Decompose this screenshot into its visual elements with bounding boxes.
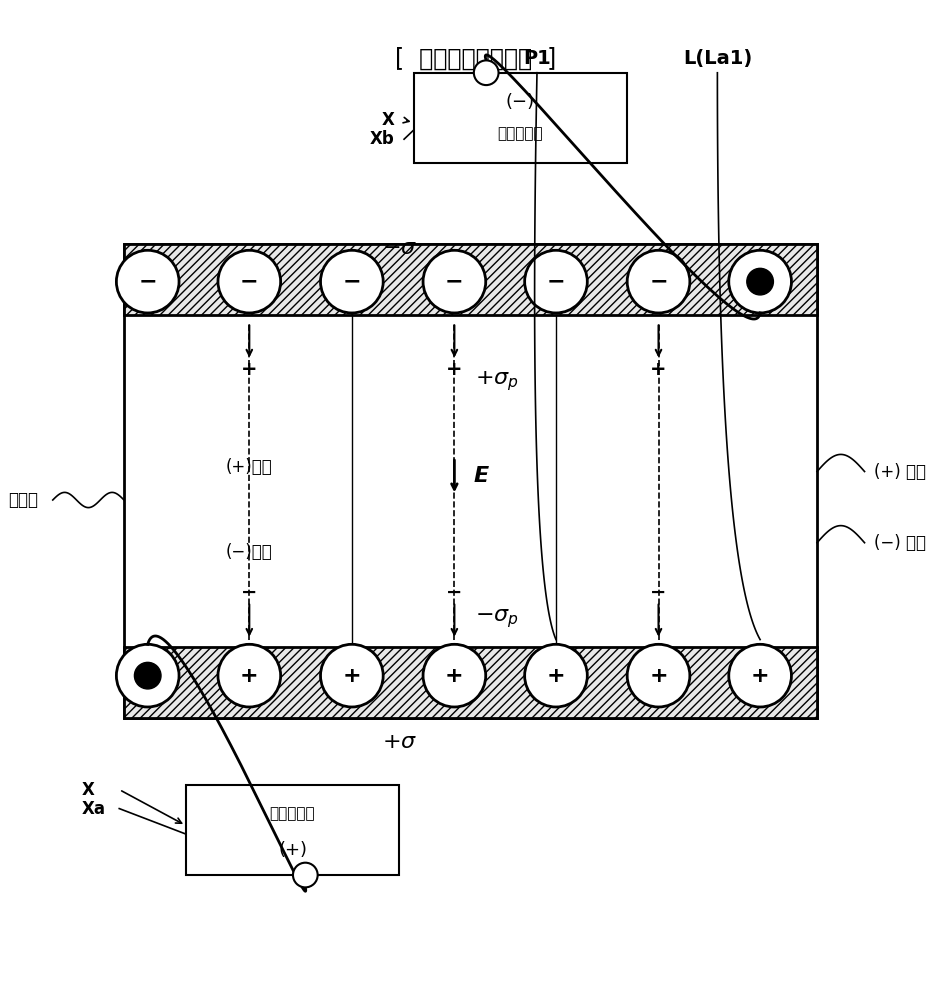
Text: 定电压电源: 定电压电源: [270, 806, 315, 821]
Text: −: −: [241, 583, 257, 602]
Circle shape: [218, 250, 280, 313]
Circle shape: [524, 250, 587, 313]
Text: L(La1): L(La1): [683, 49, 752, 68]
Circle shape: [747, 268, 773, 295]
Text: −: −: [651, 583, 667, 602]
Circle shape: [423, 250, 485, 313]
Circle shape: [627, 250, 690, 313]
Text: (−): (−): [505, 93, 535, 111]
Circle shape: [117, 644, 179, 707]
Circle shape: [729, 250, 791, 313]
Text: (−) 电荷: (−) 电荷: [874, 534, 926, 552]
Circle shape: [320, 644, 383, 707]
Text: E: E: [473, 466, 488, 486]
Text: (+)电荷: (+)电荷: [226, 458, 273, 476]
Text: −: −: [240, 272, 258, 292]
Circle shape: [320, 250, 383, 313]
Text: +: +: [650, 360, 667, 379]
Circle shape: [627, 644, 690, 707]
Text: +: +: [139, 666, 157, 686]
Text: (−)电荷: (−)电荷: [226, 543, 273, 561]
Bar: [124, 244, 817, 315]
Text: +: +: [343, 666, 361, 686]
Text: −: −: [343, 272, 361, 292]
Text: +: +: [750, 666, 770, 686]
Text: +: +: [241, 360, 257, 379]
Text: (+) 电荷: (+) 电荷: [874, 463, 926, 481]
Text: −: −: [649, 272, 668, 292]
Text: Xa: Xa: [82, 800, 105, 818]
Text: $-\sigma$: $-\sigma$: [382, 238, 417, 258]
Text: −: −: [139, 272, 157, 292]
Text: 电力线: 电力线: [9, 491, 39, 509]
Text: 定电压电源: 定电压电源: [498, 127, 543, 142]
Text: +: +: [546, 666, 565, 686]
Text: [  施加电压后的状态  ]: [ 施加电压后的状态 ]: [394, 47, 556, 71]
Circle shape: [218, 644, 280, 707]
Circle shape: [117, 250, 179, 313]
Circle shape: [729, 644, 791, 707]
Bar: [124, 647, 817, 718]
Text: X: X: [82, 781, 94, 799]
Text: −: −: [445, 272, 464, 292]
Text: +: +: [240, 666, 258, 686]
Text: +: +: [446, 360, 463, 379]
Text: Xb: Xb: [370, 130, 394, 148]
Bar: [185, 785, 399, 875]
Text: +$\sigma$: +$\sigma$: [382, 732, 417, 752]
Bar: [413, 73, 627, 163]
Circle shape: [134, 662, 161, 689]
Text: X: X: [382, 111, 394, 129]
Circle shape: [293, 863, 317, 887]
Text: $+\sigma_p$: $+\sigma_p$: [475, 369, 519, 393]
Circle shape: [474, 60, 499, 85]
Text: (+): (+): [278, 841, 307, 859]
Bar: [124, 244, 817, 718]
Text: P1: P1: [523, 49, 551, 68]
Text: +: +: [649, 666, 668, 686]
Circle shape: [423, 644, 485, 707]
Circle shape: [524, 644, 587, 707]
Text: −: −: [750, 272, 770, 292]
Text: −: −: [446, 583, 463, 602]
Text: +: +: [445, 666, 464, 686]
Text: −: −: [546, 272, 565, 292]
Text: $-\sigma_p$: $-\sigma_p$: [475, 607, 519, 630]
